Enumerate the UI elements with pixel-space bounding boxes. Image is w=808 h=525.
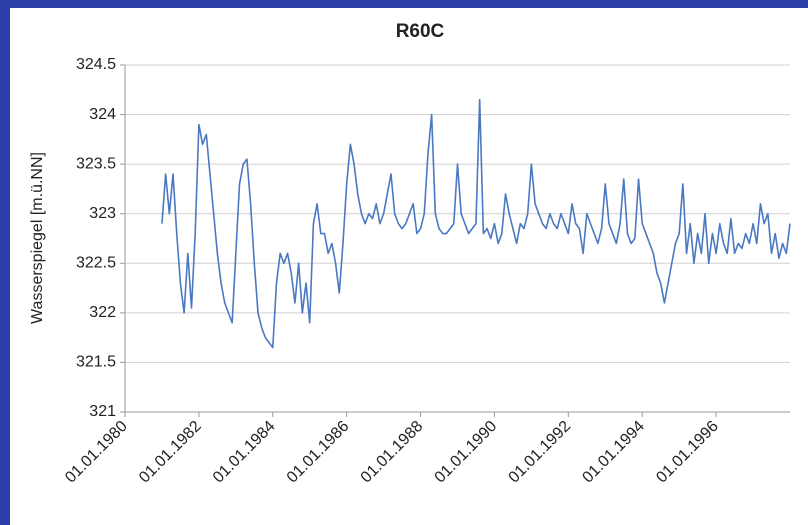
y-tick-label: 322 [89,304,116,321]
y-tick-label: 323 [89,205,116,222]
y-tick-label: 324.5 [76,56,116,73]
chart-title: R60C [396,21,445,42]
y-tick-label: 321 [89,403,116,420]
y-tick-label: 324 [89,106,116,123]
y-tick-label: 321.5 [76,354,116,371]
y-axis-label: Wasserspiegel [m.ü.NN] [29,152,46,324]
y-tick-label: 323.5 [76,155,116,172]
y-tick-label: 322.5 [76,255,116,272]
page: {"chart_data": {"type": "line", "title":… [0,0,808,525]
chart: R60C Wasserspiegel [m.ü.NN] 321 321.5 322 3… [0,0,808,525]
